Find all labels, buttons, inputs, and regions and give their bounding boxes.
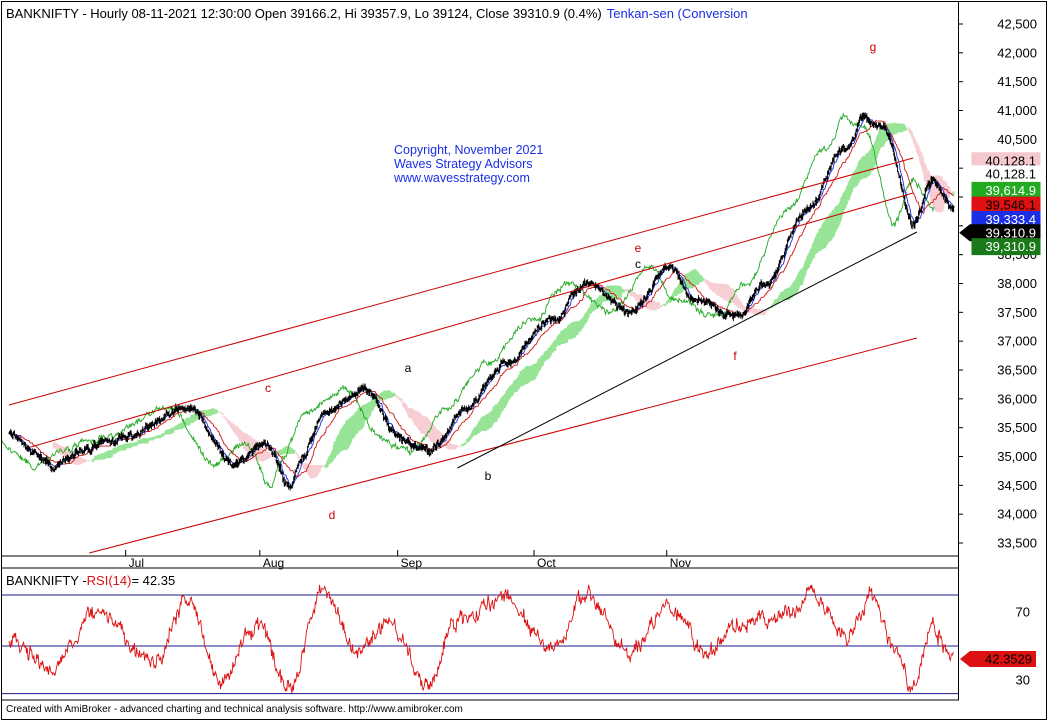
cloud-segment [223,413,224,415]
price-tick-label: 41,500 [997,74,1037,89]
price-tick-label: 41,000 [997,103,1037,118]
price-tick-label: 36,500 [997,363,1037,378]
cloud-segment [460,446,461,447]
price-tick-label: 35,000 [997,449,1037,464]
price-tick-label: 38,000 [997,276,1037,291]
price-tick-label: 42,500 [997,17,1037,32]
cloud-segment [953,191,954,197]
price-tick-label: 37,000 [997,334,1037,349]
price-tick-label: 35,500 [997,420,1037,435]
price-tick-label: 36,000 [997,391,1037,406]
price-tick-label: 34,500 [997,478,1037,493]
time-tick-label: Sep [401,556,423,570]
time-tick-label: Aug [263,556,284,570]
time-tick-label: Nov [670,556,691,570]
cloud-segment [401,399,402,403]
price-tick-label: 33,500 [997,536,1037,551]
price-tick-label: 40,500 [997,132,1037,147]
time-tick-label: Oct [537,556,556,570]
cloud-segment [767,311,768,312]
price-tick-label: 37,500 [997,305,1037,320]
price-tick-label: 42,000 [997,45,1037,60]
cloud-segment [767,310,768,311]
cloud-segment [662,305,663,307]
cloud-segment [906,128,907,130]
price-tick-label: 34,000 [997,507,1037,522]
cloud-segment [297,453,298,456]
time-tick-label: Jul [129,556,144,570]
